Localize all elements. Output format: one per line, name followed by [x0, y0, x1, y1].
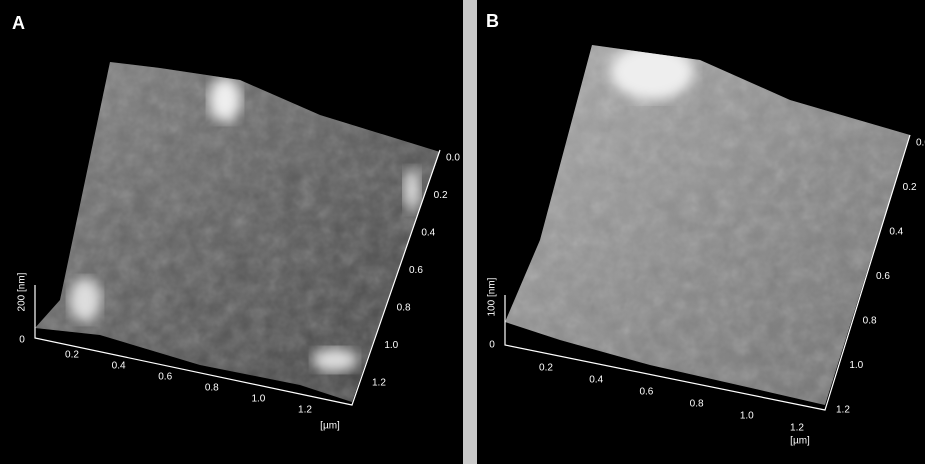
z-tick-label: 100 [nm] [487, 277, 498, 316]
x-tick-label: 0.6 [639, 387, 653, 398]
y-tick-label: 0.8 [863, 316, 877, 327]
y-tick-label: 0.2 [434, 190, 448, 201]
z-tick-label: 200 [nm] [17, 272, 28, 311]
x-tick-label: 1.0 [251, 394, 265, 405]
x-tick-label: 1.2 [298, 405, 312, 416]
y-tick-label: 0.6 [876, 271, 890, 282]
x-tick-label: 0.8 [690, 399, 704, 410]
figure: A 0.2 0.4 0.6 0.8 1.0 1.2 [µm] 0.0 0.2 0.4 0.6 0.8 1.… [0, 0, 925, 464]
x-tick-label: 0.4 [112, 361, 126, 372]
x-tick-label: 0.8 [205, 383, 219, 394]
x-axis-unit: [µm] [320, 421, 340, 432]
x-tick-label: 1.2 [790, 423, 804, 434]
y-tick-label: 0.6 [409, 265, 423, 276]
x-axis-unit: [µm] [790, 436, 810, 447]
y-tick-label: 0.0 [446, 153, 460, 164]
y-tick-label: 0.2 [903, 182, 917, 193]
x-tick-label: 0.4 [589, 375, 603, 386]
x-tick-label: 0.2 [65, 350, 79, 361]
z-tick-label: 0 [19, 335, 25, 346]
divider [463, 0, 477, 464]
panel-label: B [486, 11, 499, 31]
y-tick-label: 0.4 [421, 228, 435, 239]
panel-label: A [12, 13, 25, 33]
y-tick-label: 0.8 [397, 303, 411, 314]
y-tick-label: 0.4 [889, 227, 903, 238]
y-tick-label: 1.0 [384, 340, 398, 351]
x-tick-label: 0.2 [539, 363, 553, 374]
y-tick-label: 1.0 [849, 360, 863, 371]
y-tick-label: 1.2 [836, 405, 850, 416]
y-tick-label: 0.0 [916, 138, 925, 149]
z-tick-label: 0 [489, 340, 495, 351]
x-tick-label: 1.0 [740, 411, 754, 422]
x-tick-label: 0.6 [158, 372, 172, 383]
y-tick-label: 1.2 [372, 378, 386, 389]
